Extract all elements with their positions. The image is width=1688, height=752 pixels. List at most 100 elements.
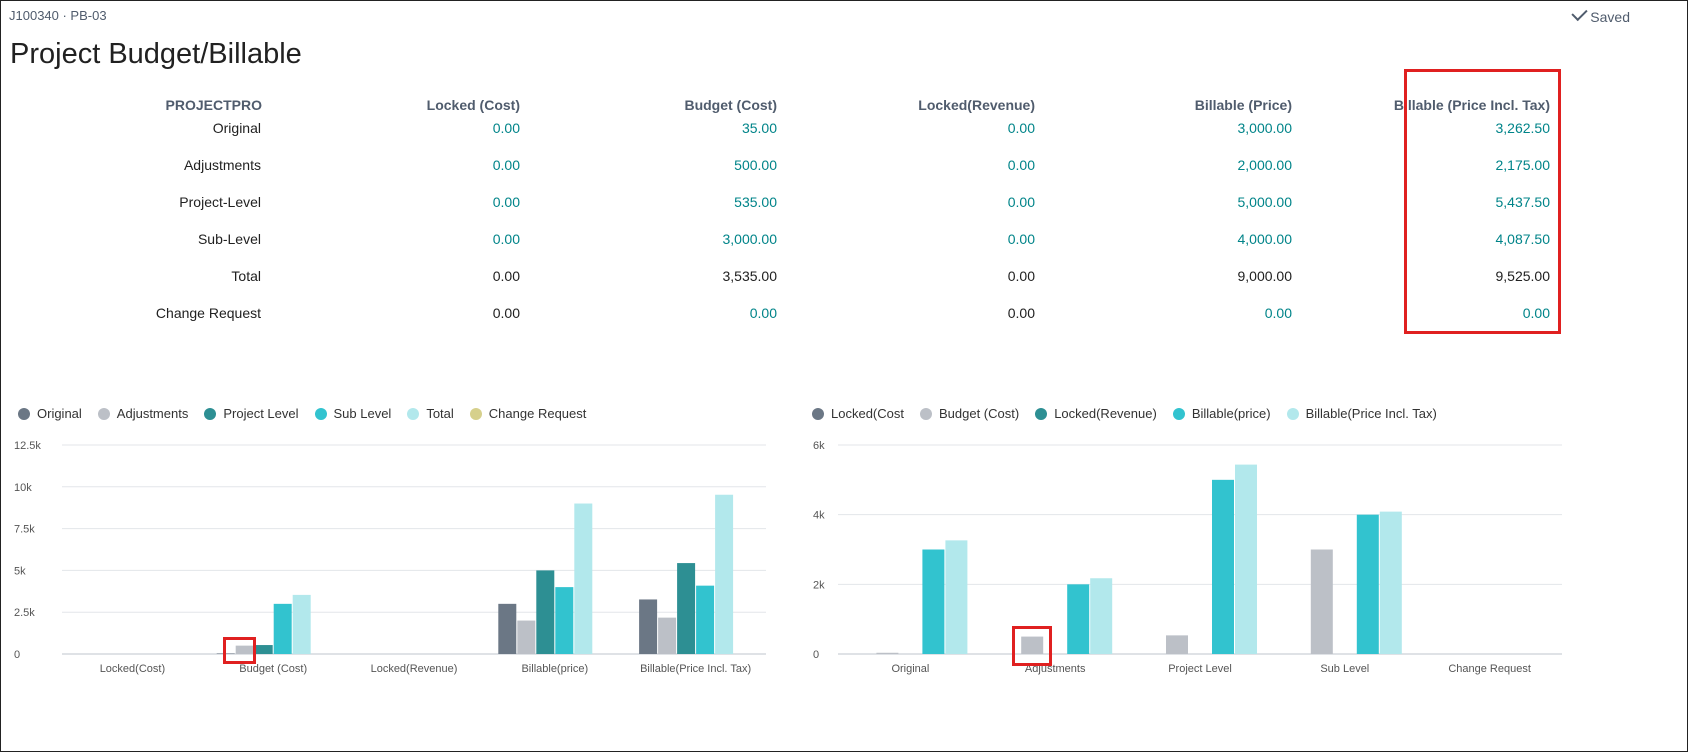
legend-label: Total	[426, 406, 454, 421]
y-tick-label: 2.5k	[14, 607, 35, 619]
cell-billable-price[interactable]: 2,000.00	[1237, 157, 1293, 173]
legend-label: Change Request	[488, 406, 587, 421]
legend-dot-icon	[1035, 407, 1048, 420]
legend-label: Adjustments	[116, 406, 189, 421]
y-tick-label: 0	[14, 649, 20, 661]
bar	[1021, 636, 1044, 654]
cell-budget-cost[interactable]: 35.00	[741, 120, 777, 136]
bar	[677, 563, 696, 654]
cell-billable-price[interactable]: 0.00	[1264, 305, 1292, 321]
bar	[1067, 584, 1090, 654]
bar	[498, 603, 517, 654]
cell-budget-cost[interactable]: 535.00	[734, 194, 777, 210]
cell-locked-revenue[interactable]: 0.00	[1007, 231, 1035, 247]
cell-locked-cost: 0.00	[492, 305, 520, 321]
column-header-billable-price: Billable (Price)	[1194, 97, 1292, 113]
bar	[945, 540, 968, 654]
bar	[536, 570, 555, 654]
chart2-legend: Locked(Cost Budget (Cost) Locked(Revenue) B…	[812, 406, 1453, 421]
y-tick-label: 7.5k	[14, 524, 35, 536]
row-label: Sub-Level	[197, 231, 261, 247]
legend-item[interactable]: Sub Level	[314, 406, 392, 421]
cell-locked-revenue: 0.00	[1007, 268, 1035, 284]
legend-dot-icon	[314, 407, 327, 420]
cell-billable-price-incl-tax[interactable]: 0.00	[1522, 305, 1550, 321]
legend-item[interactable]: Billable(Price Incl. Tax)	[1286, 406, 1437, 421]
legend-item[interactable]: Change Request	[469, 406, 587, 421]
y-tick-label: 6k	[813, 440, 825, 452]
x-tick-label: Sub Level	[1320, 663, 1369, 675]
column-header-locked-revenue: Locked(Revenue)	[918, 97, 1035, 113]
y-tick-label: 2k	[813, 579, 825, 591]
bar	[292, 594, 311, 654]
legend-item[interactable]: Project Level	[204, 406, 299, 421]
y-tick-label: 10k	[14, 482, 32, 494]
cell-billable-price-incl-tax[interactable]: 2,175.00	[1495, 157, 1551, 173]
cell-billable-price-incl-tax[interactable]: 5,437.50	[1495, 194, 1551, 210]
cell-locked-cost[interactable]: 0.00	[492, 120, 520, 136]
chart1: 0 2.5k 5k 7.5k 10k 12.5k Locked(Cost) Budget (C…	[14, 440, 766, 675]
y-tick-label: 5k	[14, 565, 26, 577]
legend-item[interactable]: Original	[18, 406, 82, 421]
bar	[1356, 514, 1379, 654]
x-tick-label: Locked(Cost)	[100, 663, 165, 675]
cell-locked-revenue[interactable]: 0.00	[1007, 157, 1035, 173]
x-tick-label: Adjustments	[1025, 663, 1086, 675]
legend-label: Locked(Cost	[831, 406, 904, 421]
y-tick-label: 4k	[813, 510, 825, 522]
bar	[1310, 549, 1333, 654]
legend-dot-icon	[1286, 407, 1299, 420]
legend-item[interactable]: Billable(price)	[1172, 406, 1271, 421]
legend-dot-icon	[812, 407, 824, 420]
legend-dot-icon	[1172, 407, 1185, 420]
legend-label: Locked(Revenue)	[1054, 406, 1157, 421]
bar	[658, 617, 677, 654]
page-title: Project Budget/Billable	[10, 38, 302, 70]
bar	[1090, 578, 1113, 654]
cell-budget-cost[interactable]: 500.00	[734, 157, 777, 173]
cell-locked-revenue[interactable]: 0.00	[1007, 120, 1035, 136]
cell-locked-cost[interactable]: 0.00	[492, 157, 520, 173]
cell-billable-price-incl-tax[interactable]: 3,262.50	[1495, 120, 1551, 136]
legend-label: Billable(price)	[1191, 406, 1271, 421]
row-label: Change Request	[155, 305, 261, 321]
legend-item[interactable]: Locked(Cost	[812, 406, 904, 421]
chart1-legend: Original Adjustments Project Level Sub Leve…	[18, 406, 602, 421]
column-header-locked-cost: Locked (Cost)	[426, 97, 520, 113]
breadcrumb[interactable]: J100340 · PB-03	[9, 8, 107, 23]
cell-budget-cost[interactable]: 0.00	[749, 305, 777, 321]
chart2: 0 2k 4k 6k Original Adjustments Project Level S…	[813, 440, 1562, 675]
legend-dot-icon	[204, 407, 217, 420]
bar	[639, 599, 658, 654]
cell-budget-cost[interactable]: 3,000.00	[722, 231, 778, 247]
y-tick-label: 0	[813, 649, 819, 661]
cell-locked-cost[interactable]: 0.00	[492, 194, 520, 210]
bar	[555, 587, 574, 654]
cell-locked-revenue[interactable]: 0.00	[1007, 194, 1035, 210]
cell-billable-price[interactable]: 3,000.00	[1237, 120, 1293, 136]
legend-label: Budget (Cost)	[938, 406, 1020, 421]
legend-label: Project Level	[223, 406, 299, 421]
legend-item[interactable]: Total	[407, 406, 454, 421]
column-header-billable-price-incl-tax: Billable (Price Incl. Tax)	[1393, 97, 1550, 113]
legend-item[interactable]: Locked(Revenue)	[1035, 406, 1157, 421]
row-label: Project-Level	[179, 194, 261, 210]
cell-billable-price[interactable]: 5,000.00	[1237, 194, 1293, 210]
legend-label: Sub Level	[333, 406, 392, 421]
row-label: Adjustments	[183, 157, 261, 173]
legend-label: Original	[37, 406, 82, 421]
cell-billable-price[interactable]: 4,000.00	[1237, 231, 1293, 247]
cell-billable-price-incl-tax: 9,525.00	[1495, 268, 1551, 284]
highlight-box-chart1-adjustment	[223, 637, 256, 664]
legend-item[interactable]: Adjustments	[97, 406, 189, 421]
cell-locked-cost[interactable]: 0.00	[492, 231, 520, 247]
legend-item[interactable]: Budget (Cost)	[919, 406, 1020, 421]
cell-locked-revenue: 0.00	[1007, 305, 1035, 321]
highlight-box-chart2-adjustment	[1012, 626, 1052, 666]
highlight-box-billable-incl-tax	[1404, 69, 1561, 334]
cell-locked-cost: 0.00	[492, 268, 520, 284]
bar	[922, 549, 945, 654]
cell-billable-price-incl-tax[interactable]: 4,087.50	[1495, 231, 1551, 247]
bar	[1166, 635, 1188, 654]
bar	[1379, 511, 1402, 654]
